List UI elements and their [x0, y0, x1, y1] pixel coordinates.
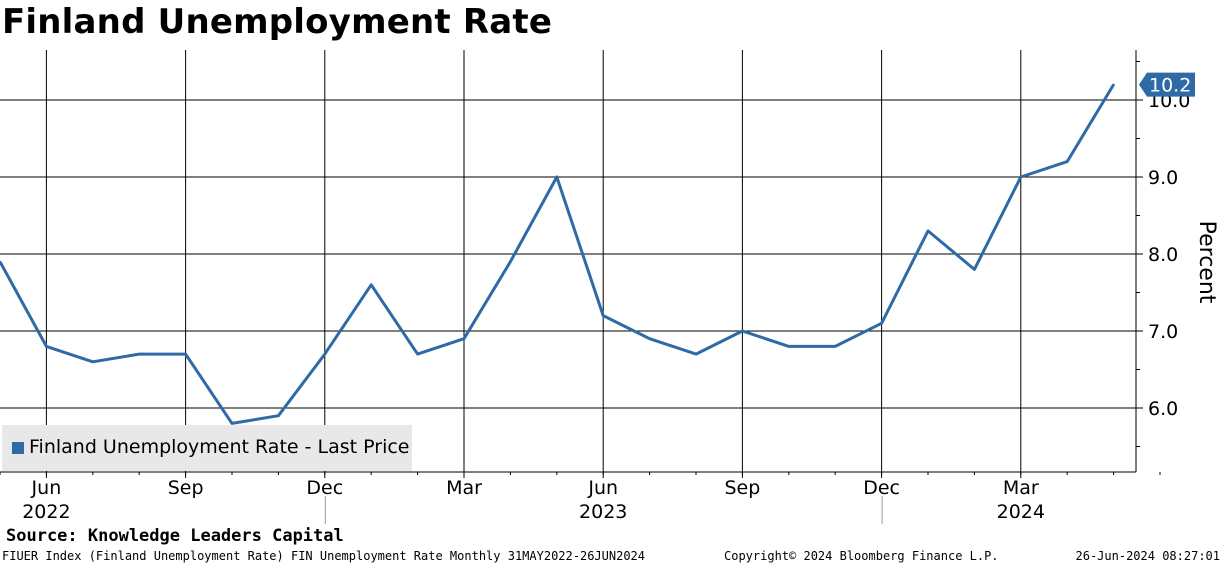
source-note: Source: Knowledge Leaders Capital	[6, 526, 344, 546]
x-tick-label: Dec	[306, 477, 343, 499]
x-tick-label: Mar	[1003, 477, 1039, 499]
data-point	[138, 353, 141, 356]
x-year-label: 2022	[22, 501, 70, 523]
data-point	[0, 260, 1, 263]
y-axis-title: Percent	[1194, 221, 1219, 304]
chart-title: Finland Unemployment Rate	[2, 2, 553, 42]
data-point	[648, 337, 651, 340]
y-tick-label: 9.0	[1148, 167, 1178, 189]
data-point	[416, 353, 419, 356]
data-point	[1112, 83, 1115, 86]
y-tick-label: 6.0	[1148, 398, 1178, 420]
data-point	[787, 345, 790, 348]
footer-description: FIUER Index (Finland Unemployment Rate) …	[2, 549, 645, 563]
data-point	[602, 314, 605, 317]
data-point	[277, 414, 280, 417]
x-year-label: 2024	[997, 501, 1045, 523]
last-value-tag	[1139, 72, 1195, 97]
x-tick-label: Sep	[168, 477, 204, 499]
x-year-label: 2023	[579, 501, 627, 523]
legend-label: Finland Unemployment Rate - Last Price	[29, 436, 410, 458]
data-point	[973, 268, 976, 271]
y-tick-label: 8.0	[1148, 244, 1178, 266]
x-tick-label: Sep	[724, 477, 760, 499]
x-tick-label: Jun	[587, 477, 618, 499]
data-point	[834, 345, 837, 348]
grid-lines	[0, 50, 1136, 472]
data-point	[1066, 160, 1069, 163]
data-point	[91, 360, 94, 363]
legend-swatch	[12, 442, 24, 454]
data-point	[555, 176, 558, 178]
footer-timestamp: 26-Jun-2024 08:27:01	[1075, 549, 1221, 563]
data-point	[741, 330, 744, 332]
data-point	[370, 283, 373, 286]
axes	[0, 50, 1161, 524]
last-value-label: 10.2	[1149, 75, 1191, 97]
data-point	[880, 322, 883, 325]
data-point	[45, 345, 48, 348]
y-tick-label: 7.0	[1148, 321, 1178, 343]
x-tick-label: Jun	[31, 477, 62, 499]
x-tick-label: Dec	[863, 477, 900, 499]
data-point	[231, 422, 233, 425]
data-point	[463, 337, 465, 340]
data-point	[323, 353, 326, 356]
data-point	[927, 229, 929, 232]
last-value-layer: 10.2	[1139, 72, 1195, 97]
data-point	[1019, 176, 1022, 178]
data-point	[184, 353, 187, 356]
x-tick-label: Mar	[446, 477, 482, 499]
data-point	[509, 260, 512, 263]
data-point	[695, 353, 697, 356]
series-layer	[0, 83, 1115, 425]
footer-copyright: Copyright© 2024 Bloomberg Finance L.P.	[724, 549, 999, 563]
legend	[2, 425, 412, 471]
